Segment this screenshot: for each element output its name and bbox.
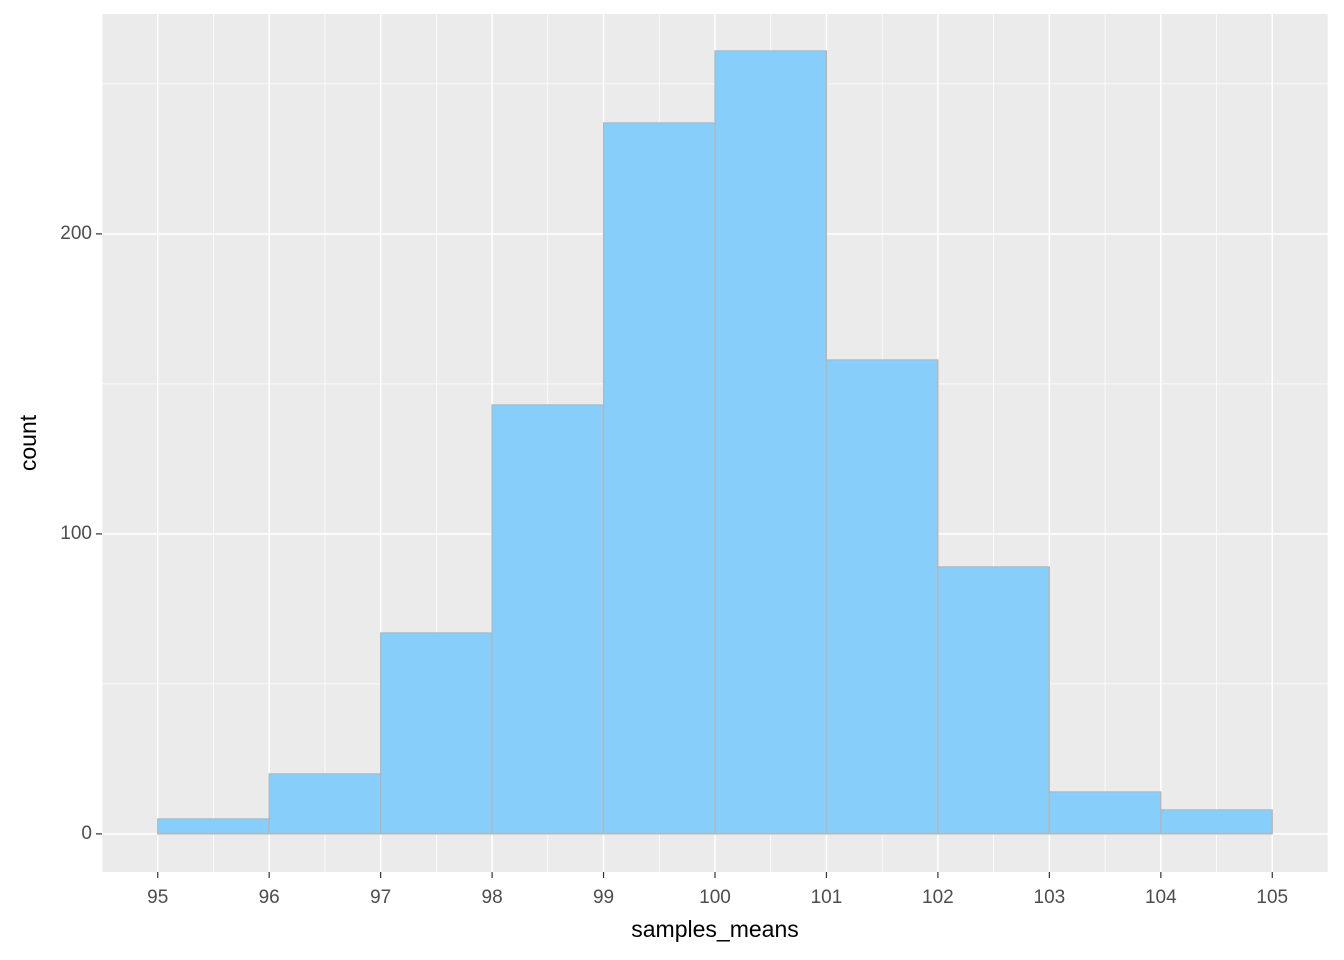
- x-tick-label: 95: [147, 887, 168, 908]
- x-tick-label: 101: [811, 887, 843, 908]
- x-tick-label: 96: [259, 887, 280, 908]
- bar: [1160, 809, 1273, 835]
- y-tick-label: 100: [60, 523, 92, 544]
- x-axis-title: samples_means: [631, 916, 798, 942]
- x-tick-label: 99: [593, 887, 614, 908]
- bar: [714, 50, 828, 835]
- y-tick-label: 0: [81, 823, 92, 844]
- x-tick-label: 103: [1034, 887, 1066, 908]
- bar: [491, 404, 605, 835]
- bar: [825, 359, 939, 835]
- x-tick-label: 102: [922, 887, 954, 908]
- bar: [1048, 791, 1162, 835]
- x-tick-label: 97: [370, 887, 391, 908]
- bar: [602, 122, 716, 835]
- bar: [268, 773, 382, 835]
- y-tick-label: 200: [60, 223, 92, 244]
- bar: [380, 632, 493, 835]
- bar: [157, 818, 270, 835]
- x-tick-label: 98: [482, 887, 503, 908]
- y-axis-title: count: [15, 414, 41, 471]
- x-tick-label: 105: [1256, 887, 1288, 908]
- bar: [937, 566, 1050, 835]
- x-tick-label: 100: [699, 887, 731, 908]
- x-tick-label: 104: [1145, 887, 1177, 908]
